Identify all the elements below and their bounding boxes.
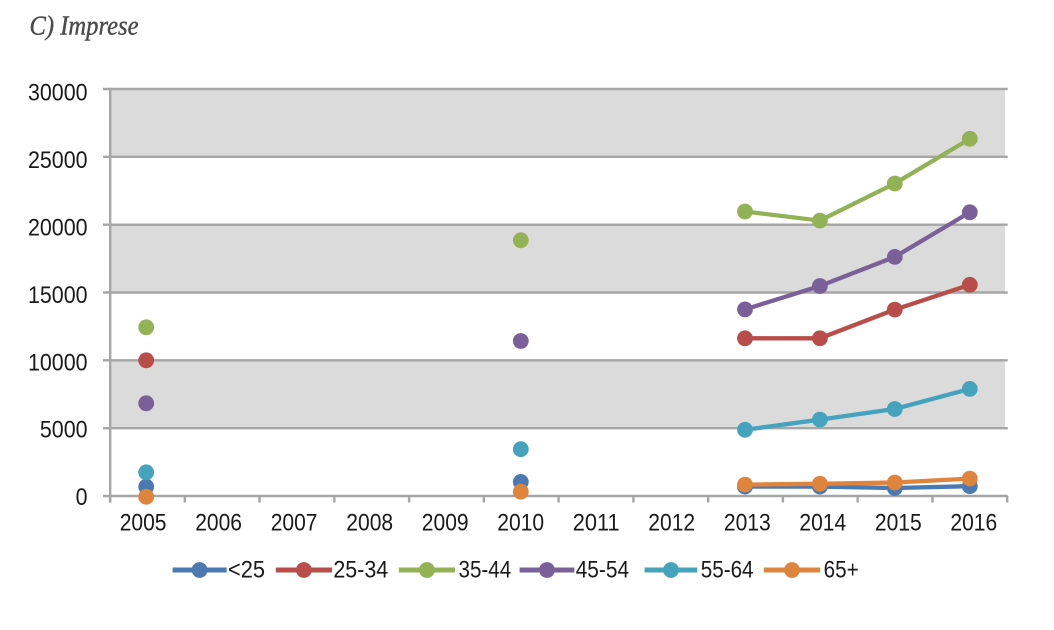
svg-text:2009: 2009 xyxy=(422,510,469,537)
svg-text:2015: 2015 xyxy=(875,510,922,537)
svg-text:35-44: 35-44 xyxy=(459,556,512,583)
svg-text:2010: 2010 xyxy=(497,510,544,537)
svg-text:5000: 5000 xyxy=(40,417,88,444)
svg-text:2006: 2006 xyxy=(195,510,242,537)
svg-text:0: 0 xyxy=(76,484,88,511)
svg-text:2012: 2012 xyxy=(648,510,695,537)
svg-text:C) Imprese: C) Imprese xyxy=(30,11,139,41)
svg-text:2011: 2011 xyxy=(573,510,620,537)
svg-text:2013: 2013 xyxy=(724,510,771,537)
svg-text:30000: 30000 xyxy=(28,80,88,107)
svg-text:55-64: 55-64 xyxy=(701,556,754,583)
svg-text:2008: 2008 xyxy=(346,510,393,537)
svg-text:25000: 25000 xyxy=(28,147,88,174)
svg-text:10000: 10000 xyxy=(28,349,88,376)
svg-text:2007: 2007 xyxy=(271,510,318,537)
svg-text:20000: 20000 xyxy=(28,215,88,242)
svg-text:15000: 15000 xyxy=(28,282,88,309)
svg-text:2005: 2005 xyxy=(120,510,167,537)
svg-text:25-34: 25-34 xyxy=(333,556,388,583)
svg-text:<25: <25 xyxy=(228,556,265,583)
svg-text:45-54: 45-54 xyxy=(576,556,629,583)
svg-text:65+: 65+ xyxy=(824,556,859,583)
svg-text:2016: 2016 xyxy=(950,510,997,537)
svg-text:2014: 2014 xyxy=(799,510,846,537)
